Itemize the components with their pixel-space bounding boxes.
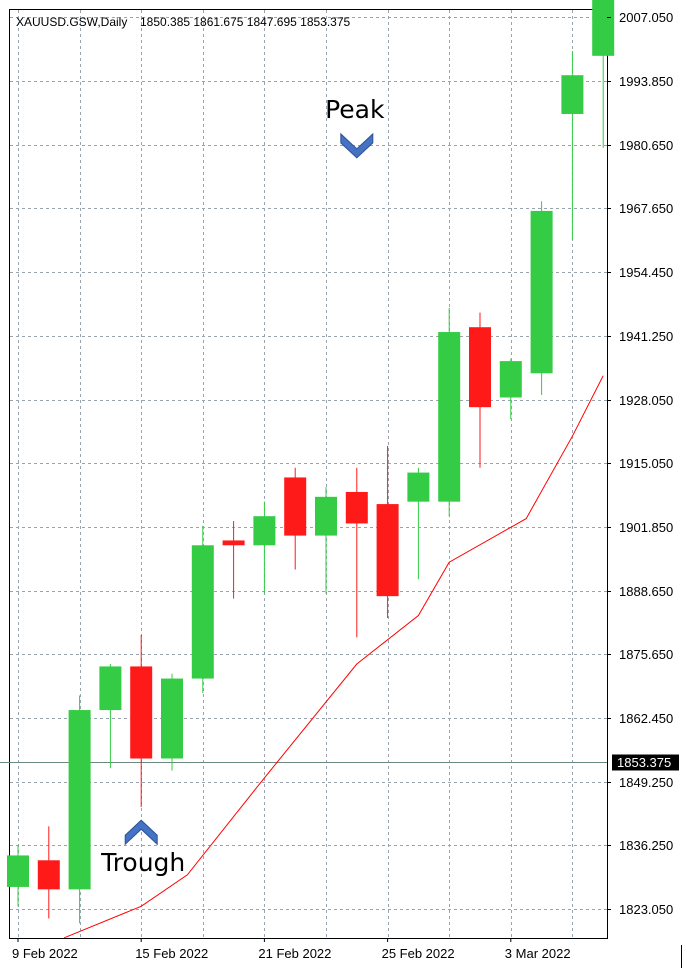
y-tick-label: 1980.650 <box>619 138 673 153</box>
y-tick-label: 1862.450 <box>619 711 673 726</box>
y-tick-label: 1941.250 <box>619 329 673 344</box>
y-tick-label: 1875.650 <box>619 647 673 662</box>
symbol-title: XAUUSD.GSW,Daily <box>16 15 127 29</box>
candle-bullish <box>592 0 615 148</box>
y-tick-label: 1954.450 <box>619 265 673 280</box>
y-tick-label: 1888.650 <box>619 584 673 599</box>
moving-average-line <box>64 375 604 939</box>
candle-bearish <box>469 312 491 468</box>
ohlc-values: 1850.385 1861.675 1847.695 1853.375 <box>140 15 351 29</box>
y-tick-label: 1823.050 <box>619 902 673 917</box>
y-tick-label: 1849.250 <box>619 775 673 790</box>
current-price-label: 1853.375 <box>617 755 671 770</box>
candle-bearish <box>37 826 60 919</box>
y-tick-label: 2007.050 <box>619 10 673 25</box>
y-tick-label: 1967.650 <box>619 201 673 216</box>
candle-bearish <box>284 467 307 570</box>
y-tick-label: 1915.050 <box>619 456 673 471</box>
candle-bullish <box>438 307 461 517</box>
x-tick-label: 21 Feb 2022 <box>258 946 331 961</box>
candle-bullish <box>499 358 522 420</box>
candle-bullish <box>7 845 29 907</box>
candle-bearish <box>130 634 153 807</box>
candle-body <box>561 75 584 114</box>
candle-body <box>469 327 491 408</box>
candle-body <box>99 666 122 711</box>
candle-body <box>376 504 399 597</box>
candle-body <box>407 472 430 502</box>
annotation-label-trough: Trough <box>100 848 185 877</box>
current-price-tag <box>612 754 679 771</box>
y-tick-label: 1836.250 <box>619 838 673 853</box>
x-tick-label: 3 Mar 2022 <box>505 946 571 961</box>
candle-bearish <box>376 445 399 618</box>
candle-body <box>161 678 183 759</box>
candle-bullish <box>191 525 214 694</box>
candles <box>7 0 615 924</box>
x-tick-label: 15 Feb 2022 <box>135 946 208 961</box>
y-tick-label: 1993.850 <box>619 74 673 89</box>
y-tick-label: 1901.850 <box>619 520 673 535</box>
chevron-up-icon <box>124 819 158 846</box>
moving-average <box>64 375 604 939</box>
x-tick-label: 9 Feb 2022 <box>12 946 78 961</box>
y-tick-label: 1928.050 <box>619 393 673 408</box>
candle-bullish <box>99 664 122 769</box>
candle-body <box>37 860 60 890</box>
candle-bullish <box>161 673 183 771</box>
candle-body <box>315 496 337 536</box>
candle-body <box>130 666 153 759</box>
candle-body <box>438 332 461 502</box>
candle-body <box>530 210 553 374</box>
candle-body <box>345 491 368 524</box>
candle-bullish <box>253 501 276 594</box>
candle-body <box>68 710 91 890</box>
candle-body <box>222 540 245 546</box>
candle-body <box>499 361 522 398</box>
plot-frame <box>9 9 608 939</box>
candle-bullish <box>407 467 430 580</box>
candle-body <box>253 516 276 546</box>
annotation-label-peak: Peak <box>325 95 385 124</box>
candle-body <box>7 855 29 887</box>
candle-bearish <box>222 521 245 599</box>
candle-body <box>284 477 307 536</box>
y-axis: 2007.050 1993.850 1980.650 1967.650 1954.450… <box>607 10 679 917</box>
chevron-down-icon <box>340 132 374 159</box>
candle-bullish <box>561 50 584 240</box>
candle-bullish <box>530 201 553 396</box>
candle-bearish <box>345 467 368 638</box>
annotations: Peak Trough <box>100 95 385 877</box>
x-axis: 9 Feb 2022 15 Feb 2022 21 Feb 2022 25 Feb 2… <box>12 938 682 968</box>
candle-body <box>191 545 214 679</box>
candle-bullish <box>315 487 337 594</box>
candle-bullish <box>68 695 91 924</box>
candle-body <box>592 0 615 56</box>
x-tick-label: 25 Feb 2022 <box>382 946 455 961</box>
